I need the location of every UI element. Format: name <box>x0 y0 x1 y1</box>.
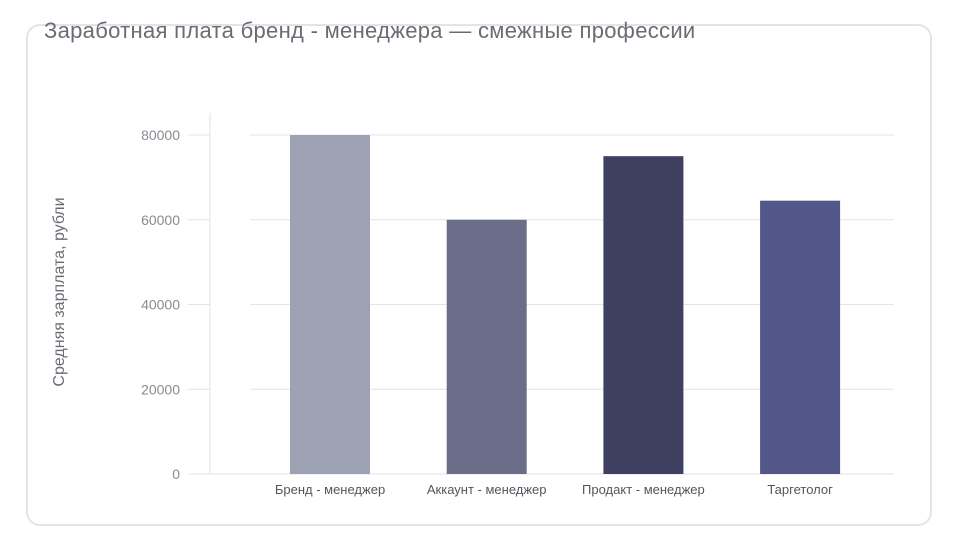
y-tick-label: 80000 <box>141 127 180 143</box>
y-tick-label: 20000 <box>141 381 180 397</box>
bars <box>290 135 841 474</box>
y-tick-label: 0 <box>172 466 180 482</box>
bar <box>446 219 527 474</box>
chart-title: Заработная плата бренд - менеджера — сме… <box>44 18 696 43</box>
category-labels: Бренд - менеджер Аккаунт - менеджер Продак… <box>275 482 833 497</box>
x-tick-label: Аккаунт - менеджер <box>427 482 547 497</box>
bar <box>290 135 370 474</box>
y-tick-label: 60000 <box>141 212 180 228</box>
x-tick-label: Таргетолог <box>767 482 833 497</box>
bar <box>760 200 841 474</box>
y-tick-labels: 0 20000 40000 60000 80000 <box>141 127 180 482</box>
y-tick-label: 40000 <box>141 297 180 313</box>
x-tick-label: Продакт - менеджер <box>582 482 705 497</box>
bar <box>603 156 684 474</box>
x-tick-label: Бренд - менеджер <box>275 482 385 497</box>
